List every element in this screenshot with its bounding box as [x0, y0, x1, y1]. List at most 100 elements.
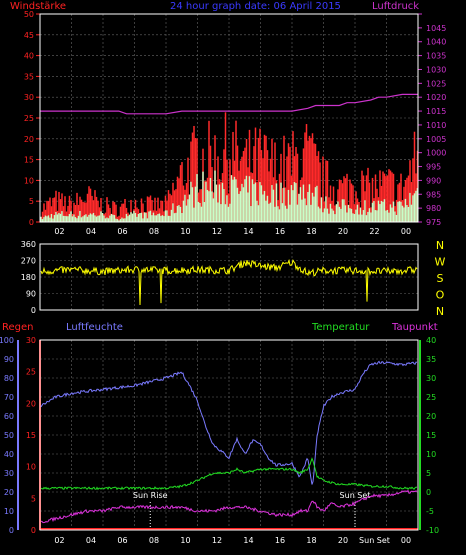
climate-x-tick-label: 16 [275, 536, 285, 545]
chart-title: 24 hour graph date: 06 April 2015 [170, 1, 341, 12]
humidity-tick-label: 100 [0, 336, 14, 345]
temperature-tick-label: 15 [426, 431, 436, 440]
climate-x-tick-label: 18 [306, 536, 316, 545]
right-tick-label: 985 [426, 190, 441, 199]
direction-label: N [436, 305, 444, 318]
temperature-tick-label: 25 [426, 393, 436, 402]
right-tick-label: 1000 [426, 149, 446, 158]
x-tick-label: 22 [369, 227, 379, 236]
dir-tick-label: 360 [21, 240, 36, 249]
right-tick-label: 995 [426, 163, 441, 172]
rain-tick-label: 5 [31, 494, 36, 503]
right-tick-label: 1040 [426, 38, 446, 47]
dewpoint-line [40, 489, 418, 524]
temperature-tick-label: 30 [426, 374, 436, 383]
temperature-tick-label: 5 [426, 469, 431, 478]
climate-x-tick-label: 14 [243, 536, 253, 545]
dir-tick-label: 90 [26, 290, 36, 299]
right-tick-label: 1020 [426, 93, 446, 102]
x-tick-label: 20 [338, 227, 348, 236]
x-tick-label: 08 [149, 227, 159, 236]
left-tick-label: 30 [24, 93, 34, 102]
climate-x-tick-label: 10 [180, 536, 190, 545]
dir-tick-label: 0 [31, 306, 36, 315]
rain-tick-label: 30 [26, 336, 36, 345]
climate-panel-frame [39, 339, 419, 531]
right-tick-label: 1010 [426, 121, 446, 130]
dir-tick-label: 270 [21, 257, 36, 266]
x-tick-label: 06 [117, 227, 127, 236]
temperature-tick-label: -10 [426, 526, 439, 535]
right-tick-label: 980 [426, 204, 441, 213]
rain-tick-label: 25 [26, 368, 36, 377]
x-tick-label: 14 [243, 227, 253, 236]
direction-label: W [435, 256, 446, 269]
pressure-axis-label: Luftdruck [372, 1, 419, 12]
humidity-line [40, 360, 418, 485]
right-tick-label: 1025 [426, 79, 446, 88]
direction-label: S [437, 272, 444, 285]
right-tick-label: 1035 [426, 52, 446, 61]
right-tick-label: 1030 [426, 65, 446, 74]
pressure-line [40, 93, 418, 115]
humidity-tick-label: 30 [4, 469, 14, 478]
right-tick-label: 1045 [426, 24, 446, 33]
right-tick-label: 1015 [426, 107, 446, 116]
humidity-tick-label: 90 [4, 355, 14, 364]
humidity-tick-label: 60 [4, 412, 14, 421]
x-tick-label: 02 [54, 227, 64, 236]
climate-x-tick-label: 02 [54, 536, 64, 545]
rain-tick-label: 10 [26, 463, 36, 472]
humidity-tick-label: 10 [4, 507, 14, 516]
climate-x-tick-label: 06 [117, 536, 127, 545]
humidity-tick-label: 0 [9, 526, 14, 535]
rain-tick-label: 15 [26, 431, 36, 440]
temperature-tick-label: 0 [426, 488, 431, 497]
left-tick-label: 20 [24, 135, 34, 144]
rain-tick-label: 0 [31, 526, 36, 535]
left-tick-label: 45 [24, 31, 34, 40]
climate-x-tick-label: 12 [212, 536, 222, 545]
humidity-tick-label: 20 [4, 488, 14, 497]
temperature-tick-label: 40 [426, 336, 436, 345]
climate-x-tick-label: Sun Set [359, 536, 390, 545]
left-tick-label: 35 [24, 72, 34, 81]
right-tick-label: 990 [426, 176, 441, 185]
left-tick-label: 0 [29, 218, 34, 227]
left-tick-label: 50 [24, 10, 34, 19]
rain-tick-label: 20 [26, 399, 36, 408]
temperature-tick-label: -5 [426, 507, 434, 516]
right-tick-label: 1005 [426, 135, 446, 144]
direction-panel-frame [39, 243, 419, 311]
left-tick-label: 40 [24, 52, 34, 61]
x-tick-label: 10 [180, 227, 190, 236]
left-tick-label: 10 [24, 176, 34, 185]
right-tick-label: 975 [426, 218, 441, 227]
rain-axis-label: Regen [2, 322, 34, 333]
humidity-tick-label: 70 [4, 393, 14, 402]
direction-label: N [436, 239, 444, 252]
x-tick-label: 16 [275, 227, 285, 236]
temperature-tick-label: 10 [426, 450, 436, 459]
climate-x-tick-label: 04 [86, 536, 96, 545]
temperature-tick-label: 35 [426, 355, 436, 364]
wind-pressure-panel: Windstärke 24 hour graph date: 06 April … [10, 1, 446, 236]
temperature-axis-label: Temperatur [311, 322, 370, 333]
x-tick-label: 18 [306, 227, 316, 236]
wind-panel-frame [39, 13, 419, 223]
temperature-line [40, 457, 418, 491]
dir-tick-label: 180 [21, 273, 36, 282]
sun-set-label: Sun Set [340, 491, 371, 500]
wind-direction-line [40, 258, 418, 306]
left-tick-label: 15 [24, 156, 34, 165]
dewpoint-axis-label: Taupunkt [391, 322, 438, 333]
wind-axis-label: Windstärke [10, 1, 66, 12]
sun-rise-label: Sun Rise [133, 491, 168, 500]
x-tick-label: 04 [86, 227, 96, 236]
humidity-axis-label: Luftfeuchte [66, 322, 123, 333]
climate-x-tick-label: 00 [401, 536, 411, 545]
x-tick-label: 12 [212, 227, 222, 236]
climate-x-tick-label: 20 [338, 536, 348, 545]
